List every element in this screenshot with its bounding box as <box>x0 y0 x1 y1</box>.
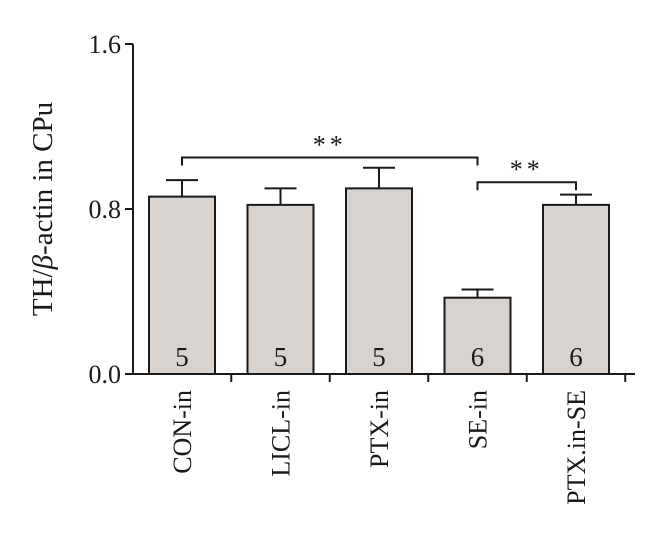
significance-bracket <box>181 156 479 166</box>
y-tick-label: 0.8 <box>89 195 122 224</box>
bar <box>542 203 610 375</box>
bar-n-label: 6 <box>471 342 485 372</box>
plot-area: 0.0 0.8 1.6 5 CON-in 5 LICL-in 5 PTX-in 6 SE-in 6 PT… <box>89 30 635 505</box>
x-tick-label: PTX.in-SE <box>562 390 591 505</box>
bar-n-label: 5 <box>175 342 189 372</box>
y-tick-label: 0.0 <box>89 360 122 389</box>
bar-n-label: 6 <box>569 342 583 372</box>
bar <box>345 187 413 375</box>
y-axis-label-symbol: β <box>27 254 59 270</box>
y-axis-label-suffix: -actin in CPu <box>27 102 59 255</box>
significance-bracket <box>476 181 577 191</box>
x-tick-label: CON-in <box>168 390 197 474</box>
y-tick-label: 1.6 <box>89 30 122 59</box>
x-tick-label: PTX-in <box>365 390 394 468</box>
y-axis-label-prefix: TH/ <box>27 268 59 316</box>
bar-n-label: 5 <box>372 342 386 372</box>
x-tick-label: SE-in <box>464 390 493 449</box>
bar <box>443 296 512 375</box>
significance-label: ** <box>510 155 544 184</box>
y-axis-label: TH/β-actin in CPu <box>27 102 59 316</box>
bar-n-label: 5 <box>274 342 288 372</box>
x-tick-label: LICL-in <box>267 390 296 477</box>
significance-label: ** <box>313 130 347 159</box>
